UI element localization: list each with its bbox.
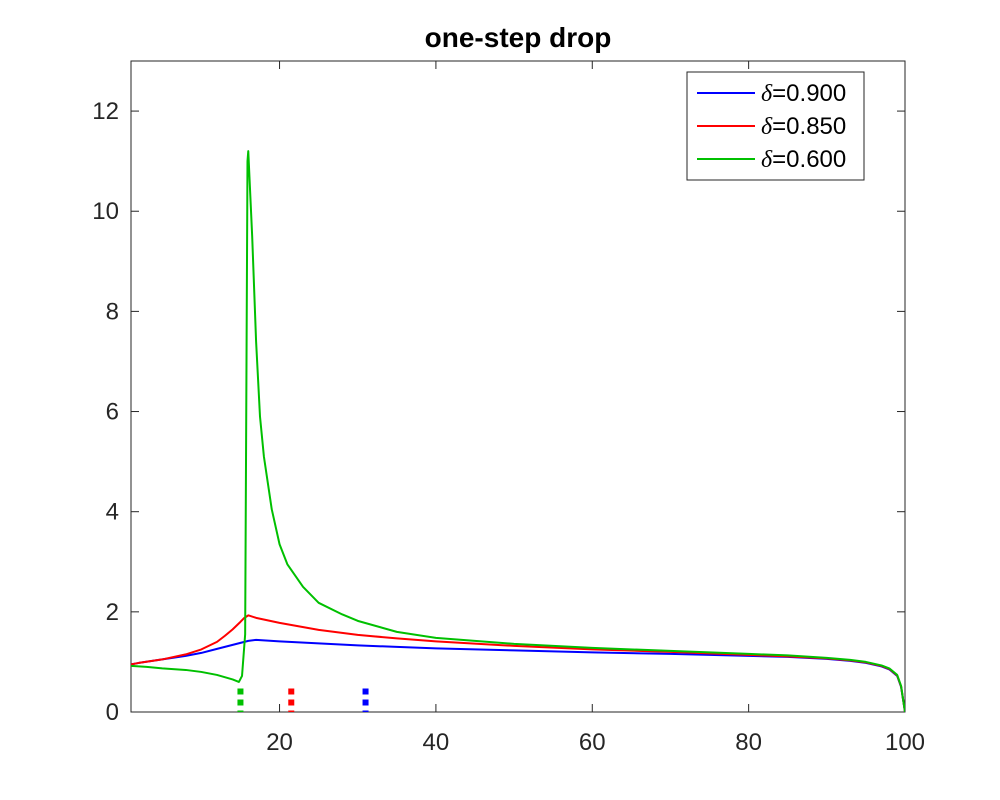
legend-delta-value: =0.850 [772,113,846,140]
y-tick-label: 8 [106,298,119,325]
y-tick-label: 10 [92,198,119,225]
legend-delta-value: =0.600 [772,146,846,173]
legend-entry-label: δ=0.600 [761,146,846,173]
x-tick-label: 40 [423,729,450,756]
legend-entry-label: δ=0.850 [761,113,846,140]
x-tick-label: 80 [735,729,762,756]
legend-delta-value: =0.900 [772,80,846,107]
legend-delta-symbol: δ [761,81,773,107]
y-tick-label: 0 [106,699,119,726]
legend-delta-symbol: δ [761,147,773,173]
legend-delta-symbol: δ [761,114,773,140]
x-tick-label: 100 [885,729,925,756]
y-tick-label: 6 [106,399,119,426]
y-tick-label: 4 [106,499,119,526]
y-tick-label: 2 [106,599,119,626]
legend-entry-label: δ=0.900 [761,80,846,107]
x-tick-label: 60 [579,729,606,756]
y-tick-label: 12 [92,98,119,125]
chart-title: one-step drop [425,22,612,53]
series-line-2 [131,150,905,712]
x-tick-label: 20 [266,729,293,756]
